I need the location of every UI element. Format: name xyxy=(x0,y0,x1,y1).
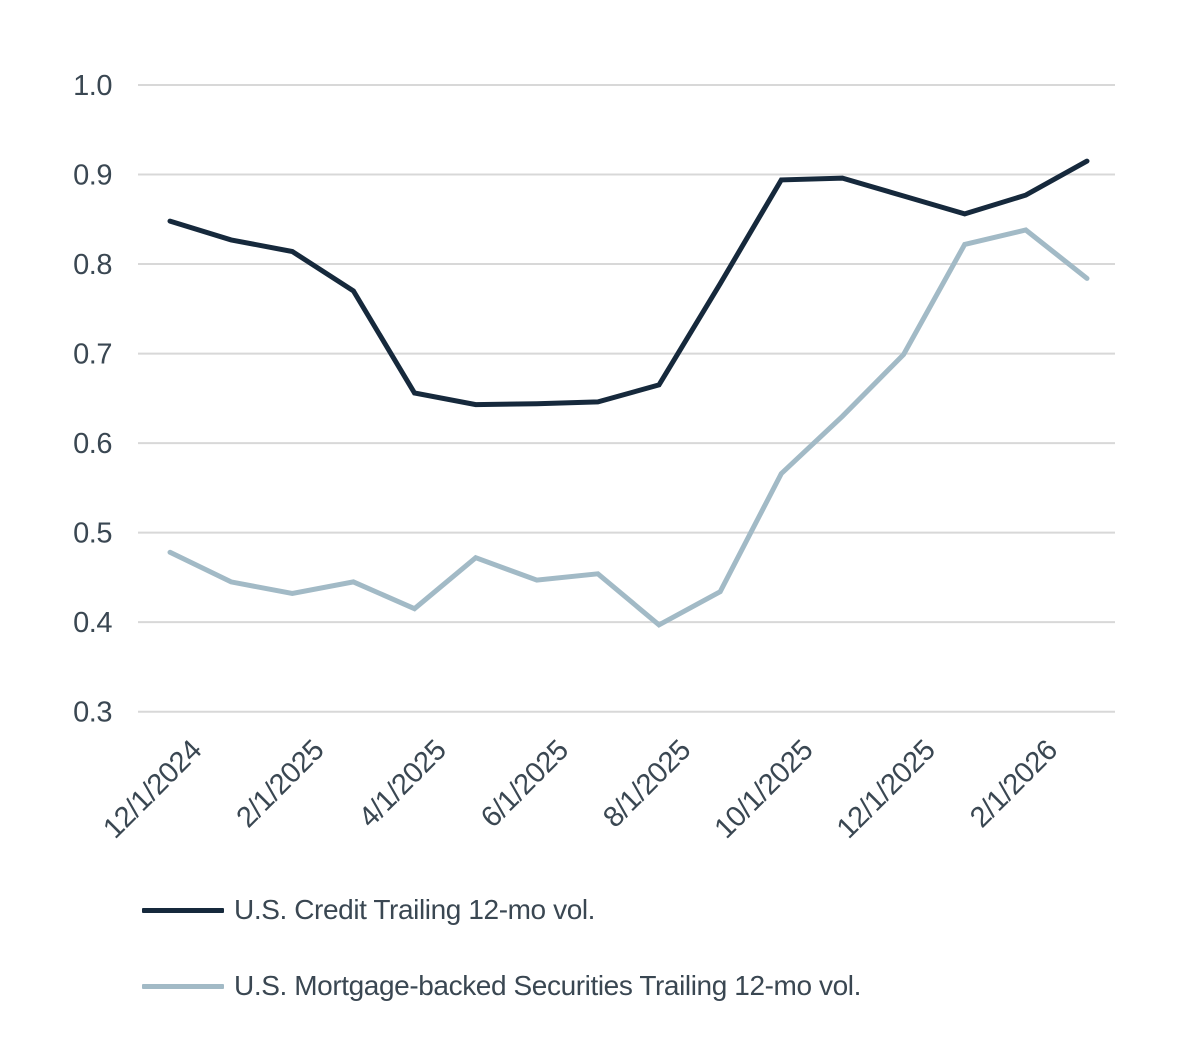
y-axis-tick-label: 0.6 xyxy=(73,428,112,460)
y-axis-tick-label: 0.5 xyxy=(73,518,112,550)
credit-line-swatch xyxy=(142,907,224,913)
x-axis-tick-label: 12/1/2025 xyxy=(831,734,942,845)
x-axis-tick-label: 6/1/2025 xyxy=(475,734,575,834)
x-axis-tick-label: 10/1/2025 xyxy=(709,734,820,845)
y-axis-tick-label: 0.8 xyxy=(73,249,112,281)
y-axis-tick-label: 0.9 xyxy=(73,160,112,192)
x-axis-tick-label: 8/1/2025 xyxy=(597,734,697,834)
x-axis-tick-label: 4/1/2025 xyxy=(353,734,453,834)
y-axis-tick-label: 0.7 xyxy=(73,339,112,371)
x-axis-tick-label: 12/1/2024 xyxy=(97,734,208,845)
credit-series-line xyxy=(167,158,1090,408)
mbs-series-line xyxy=(167,227,1090,628)
y-axis-tick-label: 1.0 xyxy=(73,70,112,102)
mbs-legend-label: U.S. Mortgage-backed Securities Trailing… xyxy=(234,970,861,1001)
x-axis-tick-label: 2/1/2025 xyxy=(231,734,331,834)
x-axis-tick-label: 2/1/2026 xyxy=(964,734,1064,834)
y-axis-tick-label: 0.3 xyxy=(73,697,112,729)
legend-item-credit: U.S. Credit Trailing 12-mo vol. xyxy=(142,888,861,932)
y-axis-tick-label: 0.4 xyxy=(73,607,112,639)
credit-legend-label: U.S. Credit Trailing 12-mo vol. xyxy=(234,894,596,925)
legend-item-mbs: U.S. Mortgage-backed Securities Trailing… xyxy=(142,964,861,1008)
mbs-line-swatch xyxy=(142,983,224,989)
chart-legend: U.S. Credit Trailing 12-mo vol. U.S. Mor… xyxy=(142,888,861,1008)
line-chart-plot: 1.00.90.80.70.60.50.40.312/1/2024 2/1/202… xyxy=(73,70,1115,845)
